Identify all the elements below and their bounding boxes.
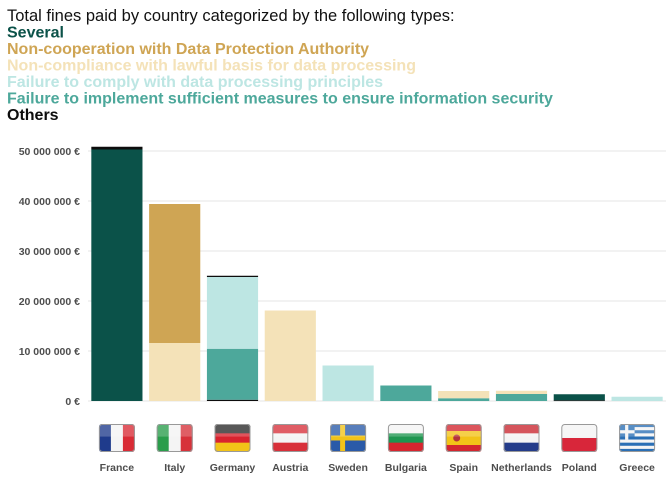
flag-row <box>98 424 656 452</box>
bar-segment-spain-3 <box>438 391 490 399</box>
y-tick-label: 30 000 000 € <box>19 246 80 258</box>
y-tick-label: 0 € <box>65 396 80 408</box>
bar-segment-greece-2 <box>611 396 663 401</box>
x-tick-label-france: France <box>100 462 135 474</box>
france-flag-icon <box>98 424 135 452</box>
x-tick-label-bulgaria: Bulgaria <box>385 462 427 474</box>
y-tick-label: 50 000 000 € <box>19 146 80 158</box>
bar-segment-germany-1 <box>206 348 259 400</box>
bar-segment-italy-3 <box>149 343 201 401</box>
bar-segment-netherlands-3 <box>495 390 548 394</box>
x-tick-label-spain: Spain <box>449 462 478 474</box>
y-tick-label: 20 000 000 € <box>19 296 80 308</box>
bar-segment-germany-2 <box>206 277 259 349</box>
y-axis: 0 € 10 000 000 € 20 000 000 € 30 000 000 € 4… <box>19 146 80 408</box>
title-line-0: Total fines paid by country categorized … <box>7 7 455 25</box>
bars <box>91 146 663 402</box>
germany-flag-icon <box>214 424 251 452</box>
x-tick-label-netherlands: Netherlands <box>491 462 552 474</box>
bar-segment-italy-4 <box>149 204 201 343</box>
x-axis: France Italy Germany Austria Sweden Bulgaria S… <box>100 462 655 474</box>
x-tick-label-germany: Germany <box>210 462 256 474</box>
x-tick-label-sweden: Sweden <box>328 462 368 474</box>
bar-segment-austria-3 <box>264 310 316 401</box>
netherlands-flag-icon <box>503 424 540 452</box>
x-tick-label-italy: Italy <box>164 462 185 474</box>
bar-segment-bulgaria-1 <box>380 385 432 401</box>
title-line-4: Failure to comply with data processing p… <box>7 74 383 91</box>
bar-segment-france-5 <box>91 149 143 401</box>
bulgaria-flag-icon <box>387 424 424 452</box>
bar-segment-germany-0 <box>206 399 259 401</box>
poland-flag-icon <box>561 424 598 452</box>
x-tick-label-austria: Austria <box>272 462 308 474</box>
bar-segment-france-6 <box>91 146 143 150</box>
y-tick-label: 10 000 000 € <box>19 346 80 358</box>
title-line-2: Non-cooperation with Data Protection Aut… <box>7 41 369 58</box>
bar-segment-germany-6 <box>206 275 259 277</box>
x-tick-label-poland: Poland <box>562 462 597 474</box>
title-line-3: Non-compliance with lawful basis for dat… <box>7 58 416 75</box>
bar-segment-netherlands-1 <box>495 394 548 401</box>
bar-segment-sweden-2 <box>322 365 374 401</box>
austria-flag-icon <box>272 424 309 452</box>
x-tick-label-greece: Greece <box>619 462 655 474</box>
y-tick-label: 40 000 000 € <box>19 196 80 208</box>
title-line-1: Several <box>7 25 64 42</box>
bar-segment-spain-1 <box>438 398 490 401</box>
greece-flag-icon <box>619 424 656 452</box>
title-line-6: Others <box>7 107 59 124</box>
bar-segment-poland-0 <box>553 400 605 402</box>
bar-segment-poland-5 <box>553 394 605 401</box>
spain-flag-icon <box>445 424 482 452</box>
sweden-flag-icon <box>330 424 367 452</box>
italy-flag-icon <box>156 424 193 452</box>
title-line-5: Failure to implement sufficient measures… <box>7 91 553 108</box>
chart-title-block: Total fines paid by country categorized … <box>7 7 553 124</box>
